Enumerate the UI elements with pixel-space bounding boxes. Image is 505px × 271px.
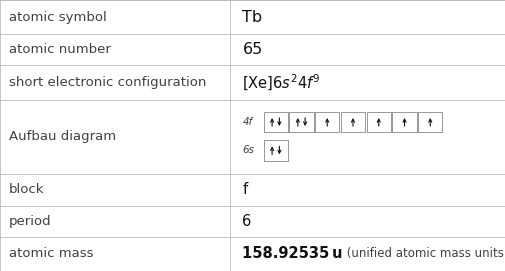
Text: Tb: Tb xyxy=(242,9,263,25)
Text: atomic symbol: atomic symbol xyxy=(9,11,107,24)
Text: period: period xyxy=(9,215,52,228)
Text: (unified atomic mass units): (unified atomic mass units) xyxy=(343,247,505,260)
Text: f: f xyxy=(242,182,247,198)
Text: block: block xyxy=(9,183,44,196)
Text: Aufbau diagram: Aufbau diagram xyxy=(9,130,116,143)
Text: atomic number: atomic number xyxy=(9,43,111,56)
Text: 158.92535 u: 158.92535 u xyxy=(242,246,343,262)
Text: 65: 65 xyxy=(242,42,263,57)
Text: $\mathregular{[Xe]6}s^{\mathregular{2}}\mathregular{4}f^{\mathregular{9}}$: $\mathregular{[Xe]6}s^{\mathregular{2}}\… xyxy=(242,72,321,93)
Text: 6: 6 xyxy=(242,214,251,229)
Text: atomic mass: atomic mass xyxy=(9,247,93,260)
Text: short electronic configuration: short electronic configuration xyxy=(9,76,207,89)
Text: 6s: 6s xyxy=(242,146,255,155)
Text: 4f: 4f xyxy=(242,117,252,127)
